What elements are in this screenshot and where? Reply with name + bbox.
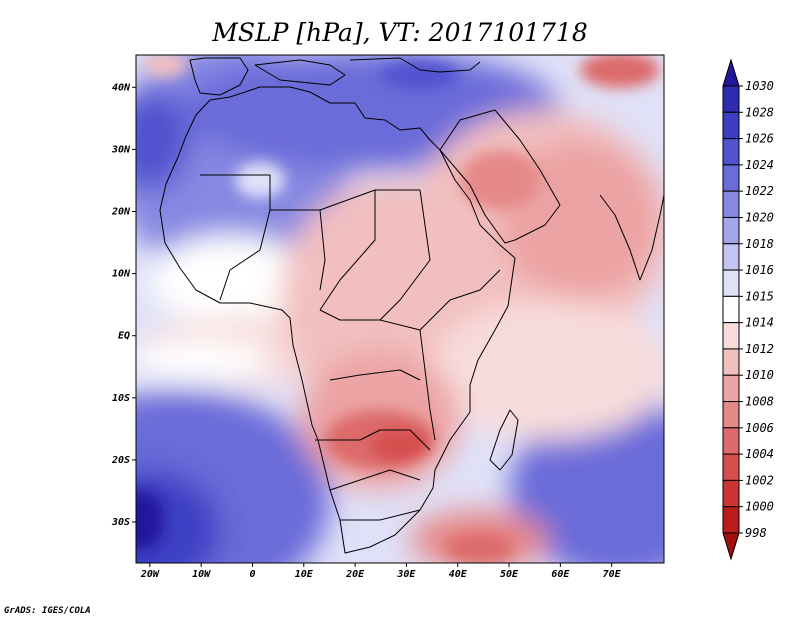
colorbar-label: 1024 <box>745 158 774 172</box>
colorbar-label: 1014 <box>745 316 774 330</box>
colorbar-label: 1002 <box>745 473 774 487</box>
latitude-axis: 40N 30N 20N 10N EQ 10S 20S 30S <box>111 82 136 528</box>
lon-tick-label: 70E <box>603 569 622 580</box>
colorbar-segment <box>722 85 740 113</box>
colorbar-label: 1012 <box>745 342 774 356</box>
colorbar-segment <box>722 269 740 297</box>
colorbar-label: 1026 <box>745 132 774 146</box>
lon-tick-label: 40E <box>449 569 468 580</box>
lat-tick-label: 20N <box>111 206 131 217</box>
lat-tick-label: 30S <box>111 517 130 528</box>
lon-tick-label: 30E <box>396 569 416 580</box>
lat-tick-label: 40N <box>112 82 131 93</box>
colorbar-segment <box>722 401 740 429</box>
lat-tick-label: EQ <box>118 331 130 342</box>
credit-label: GrADS: IGES/COLA <box>4 606 91 616</box>
coastlines <box>159 57 664 554</box>
colorbar-arrow-top <box>722 58 740 87</box>
colorbar-label: 1022 <box>745 184 774 198</box>
colorbar: 1030 1028 1026 1024 1022 1020 1018 1016 1015 1014… <box>722 58 774 561</box>
colorbar-label: 1006 <box>745 421 774 435</box>
colorbar-segment <box>722 427 740 455</box>
colorbar-label: 1000 <box>745 500 774 514</box>
lat-tick-label: 20S <box>111 455 130 466</box>
colorbar-segment <box>722 322 740 350</box>
colorbar-segment <box>722 216 740 245</box>
colorbar-segment <box>722 453 740 481</box>
lon-tick-label: 50E <box>500 569 519 580</box>
colorbar-label: 1016 <box>745 263 774 277</box>
pressure-field <box>136 55 664 563</box>
lon-tick-label: 0 <box>249 569 255 580</box>
colorbar-label: 1015 <box>745 289 774 303</box>
colorbar-segment <box>722 506 740 534</box>
colorbar-segment <box>722 164 740 192</box>
lon-tick-label: 20W <box>140 569 160 580</box>
chart-title: MSLP [hPa], VT: 2017101718 <box>211 18 587 47</box>
plot-frame <box>135 54 665 564</box>
colorbar-segment <box>722 138 740 166</box>
longitude-axis: 20W 10W 0 10E 20E 30E 40E 50E 60E 70E <box>140 563 622 580</box>
colorbar-segment <box>722 374 740 403</box>
colorbar-segment <box>722 111 740 140</box>
colorbar-label: 1018 <box>745 237 774 251</box>
colorbar-segment <box>722 243 740 271</box>
lat-tick-label: 10S <box>112 393 130 404</box>
lon-tick-label: 20E <box>345 569 365 580</box>
colorbar-label: 1030 <box>745 79 774 93</box>
colorbar-label: 998 <box>745 526 767 540</box>
lon-tick-label: 10E <box>295 569 314 580</box>
colorbar-label: 1004 <box>745 447 774 461</box>
lat-tick-label: 30N <box>111 144 131 155</box>
colorbar-segment <box>722 295 740 324</box>
colorbar-segment <box>722 479 740 508</box>
lat-tick-label: 10N <box>112 269 131 280</box>
colorbar-arrow-bottom <box>722 532 740 561</box>
lon-tick-label: 60E <box>551 569 570 580</box>
colorbar-label: 1020 <box>745 210 774 224</box>
lon-tick-label: 10W <box>192 569 211 580</box>
colorbar-label: 1008 <box>745 395 774 409</box>
colorbar-segment <box>722 348 740 376</box>
colorbar-label: 1010 <box>745 368 774 382</box>
colorbar-label: 1028 <box>745 105 774 119</box>
colorbar-segment <box>722 190 740 218</box>
